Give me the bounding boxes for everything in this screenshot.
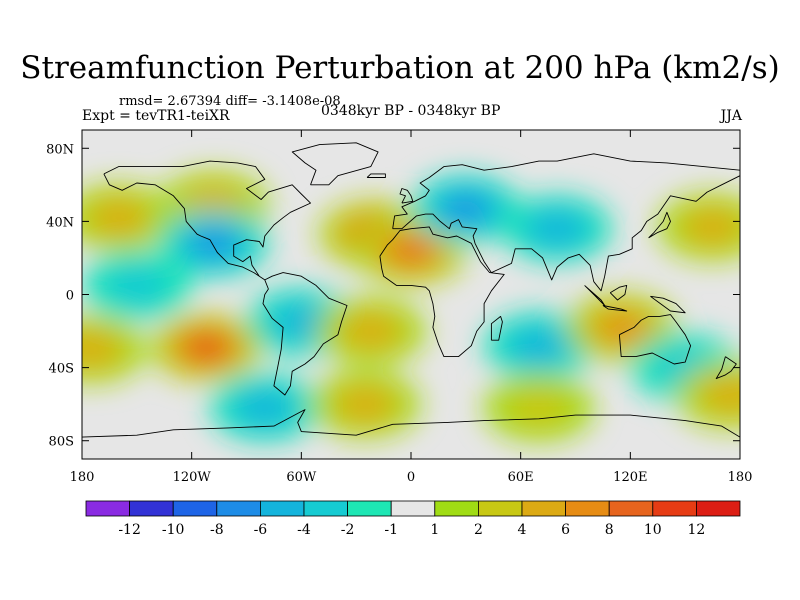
colorbar-swatch: [347, 500, 392, 517]
coastline-segment: [715, 356, 737, 380]
field-contour: [340, 389, 390, 420]
x-tick-label: 120E: [613, 470, 647, 485]
y-tick-label: 40S: [49, 362, 74, 377]
coastline-segment: [618, 314, 692, 365]
field-contour: [346, 315, 396, 347]
colorbar-label: 4: [518, 522, 527, 538]
field-contour: [192, 339, 220, 356]
stats-text: rmsd= 2.67394 diff= -3.1408e-08: [119, 94, 341, 109]
colorbar-swatch: [608, 500, 654, 517]
colorbar-label: 10: [644, 522, 662, 538]
field-contour: [94, 202, 143, 233]
y-tick-label: 40N: [46, 215, 74, 230]
y-axis: 80N 40N 0 40S 80S: [46, 142, 740, 450]
coastline-segment: [609, 284, 628, 301]
colorbar-swatch: [303, 500, 348, 517]
coastline-segment: [392, 153, 740, 292]
colorbar-swatch: [477, 500, 523, 517]
colorbar-label: -4: [297, 522, 311, 538]
colorbar-label: 12: [687, 522, 705, 538]
x-tick-label: 180: [70, 470, 95, 485]
plot-title: Streamfunction Perturbation at 200 hPa (…: [20, 50, 780, 86]
colorbar-label: -2: [341, 522, 355, 538]
field-contour: [395, 240, 427, 261]
field-contour: [688, 211, 738, 242]
colorbar-label: -10: [162, 522, 185, 538]
x-tick-label: 180: [728, 470, 753, 485]
colorbar-swatch: [565, 500, 610, 517]
field-contour: [602, 315, 641, 340]
colorbar: -12 -10 -8 -6 -4 -2 -1 1 2 4 6 8 10 12: [85, 500, 741, 538]
colorbar-label: 6: [561, 522, 570, 538]
colorbar-label: 1: [430, 522, 439, 538]
field-contour: [514, 330, 564, 361]
field-contour: [706, 379, 740, 411]
colorbar-swatch: [652, 500, 697, 517]
coastline-segment: [650, 295, 686, 314]
x-axis: 180 120W 60W 0 60E 120E 180: [70, 130, 753, 485]
field-contour: [194, 231, 233, 256]
field-contour: [446, 196, 485, 221]
season-label: JJA: [720, 108, 742, 124]
colorbar-swatch: [172, 500, 218, 517]
coastline-segment: [648, 211, 671, 239]
coastline-segment: [366, 173, 386, 178]
coastline-segment: [103, 160, 311, 281]
colorbar-label: -8: [210, 522, 224, 538]
colorbar-swatch: [521, 500, 566, 517]
streamfunction-field: [82, 170, 740, 442]
colorbar-label: -12: [118, 522, 141, 538]
coastline-segment: [379, 226, 505, 358]
colorbar-swatch: [129, 500, 174, 517]
coastlines: [82, 142, 740, 438]
y-tick-label: 80S: [49, 435, 74, 450]
field-contour: [505, 386, 573, 429]
colorbar-swatch: [696, 500, 741, 517]
x-tick-label: 60E: [508, 470, 534, 485]
coastline-segment: [291, 142, 379, 186]
field-contour: [240, 392, 290, 423]
coastline-segment: [602, 305, 628, 312]
colorbar-label: 2: [474, 522, 483, 538]
experiment-label: Expt = tevTR1-teiXR: [82, 108, 230, 124]
x-tick-label: 120W: [173, 470, 212, 485]
colorbar-swatch: [390, 500, 436, 517]
colorbar-swatch: [216, 500, 261, 517]
coastline-segment: [262, 272, 348, 396]
colorbar-swatch: [434, 500, 479, 517]
field-contour: [276, 306, 326, 338]
x-tick-label: 0: [407, 470, 415, 485]
x-tick-label: 60W: [286, 470, 317, 485]
y-tick-label: 80N: [46, 142, 74, 157]
coastline-segment: [399, 188, 414, 204]
period-label: 0348kyr BP - 0348kyr BP: [321, 103, 501, 119]
colorbar-swatch: [259, 500, 305, 517]
field-contour: [102, 264, 171, 307]
field-contour: [82, 334, 116, 365]
coastline-segment: [82, 409, 740, 438]
colorbar-swatch: [85, 500, 130, 517]
field-contour: [532, 213, 582, 244]
colorbar-label: -1: [384, 522, 398, 538]
colorbar-label: -6: [254, 522, 268, 538]
coastline-segment: [490, 315, 503, 341]
y-tick-label: 0: [66, 289, 74, 304]
colorbar-label: 8: [605, 522, 614, 538]
